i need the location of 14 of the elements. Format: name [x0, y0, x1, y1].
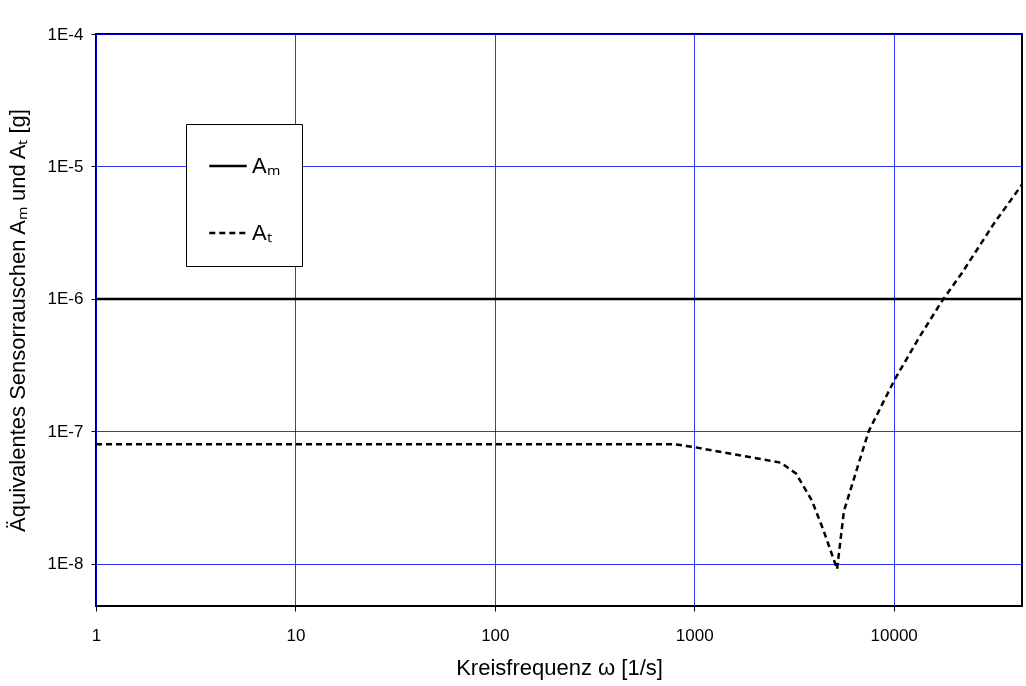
y-axis-title: Äquivalentes Sensorrauschen Aₘ und Aₜ [g]	[4, 109, 30, 532]
y-tick-label: 1E-6	[47, 289, 84, 309]
x-tick-label: 1	[91, 625, 102, 645]
y-tick-label: 1E-7	[47, 421, 84, 441]
x-tick-label: 10000	[870, 625, 918, 645]
x-tick-label: 100	[481, 625, 510, 645]
x-tick-label: 10	[286, 625, 306, 645]
y-tick-label: 1E-5	[47, 156, 84, 176]
y-tick-label: 1E-4	[47, 24, 84, 44]
legend-label: Aₘ	[252, 153, 280, 178]
y-tick-label: 1E-8	[47, 554, 84, 574]
x-axis-title: Kreisfrequenz ω [1/s]	[456, 654, 663, 680]
legend-label: Aₜ	[252, 220, 272, 245]
x-tick-label: 1000	[675, 625, 714, 645]
